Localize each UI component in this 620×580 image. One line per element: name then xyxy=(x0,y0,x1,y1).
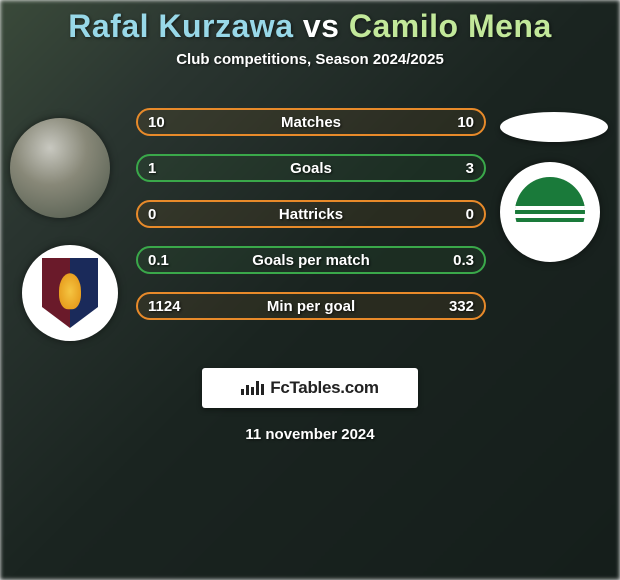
stat-label: Goals xyxy=(290,160,332,177)
stats-area: 10 Matches 10 1 Goals 3 0 Hattricks 0 0.… xyxy=(0,90,620,350)
stat-label: Goals per match xyxy=(252,252,370,269)
player2-avatar-placeholder xyxy=(500,112,608,142)
vs-label: vs xyxy=(303,8,340,44)
stat-row-goals: 1 Goals 3 xyxy=(136,154,486,182)
stat-row-matches: 10 Matches 10 xyxy=(136,108,486,136)
subtitle: Club competitions, Season 2024/2025 xyxy=(0,51,620,68)
player2-club-logo xyxy=(500,162,600,262)
stat-row-goals-per-match: 0.1 Goals per match 0.3 xyxy=(136,246,486,274)
stat-right-value: 0.3 xyxy=(453,252,474,269)
stat-left-value: 1 xyxy=(148,160,156,177)
stat-label: Hattricks xyxy=(279,206,343,223)
stat-right-value: 3 xyxy=(466,160,474,177)
stat-row-min-per-goal: 1124 Min per goal 332 xyxy=(136,292,486,320)
stat-rows: 10 Matches 10 1 Goals 3 0 Hattricks 0 0.… xyxy=(136,108,486,338)
stat-row-hattricks: 0 Hattricks 0 xyxy=(136,200,486,228)
stat-right-value: 0 xyxy=(466,206,474,223)
player1-club-logo xyxy=(22,245,118,341)
date-label: 11 november 2024 xyxy=(0,426,620,443)
player1-name: Rafal Kurzawa xyxy=(68,8,293,44)
stat-label: Matches xyxy=(281,114,341,131)
stat-left-value: 0.1 xyxy=(148,252,169,269)
comparison-title: Rafal Kurzawa vs Camilo Mena xyxy=(0,8,620,45)
stat-label: Min per goal xyxy=(267,298,355,315)
stat-left-value: 1124 xyxy=(148,298,181,315)
brand-text: FcTables.com xyxy=(270,378,379,398)
stat-right-value: 10 xyxy=(457,114,474,131)
player1-avatar xyxy=(10,118,110,218)
stat-left-value: 10 xyxy=(148,114,165,131)
stat-right-value: 332 xyxy=(449,298,474,315)
stat-left-value: 0 xyxy=(148,206,156,223)
chart-icon xyxy=(241,381,264,395)
brand-box: FcTables.com xyxy=(202,368,418,408)
player2-name: Camilo Mena xyxy=(349,8,552,44)
